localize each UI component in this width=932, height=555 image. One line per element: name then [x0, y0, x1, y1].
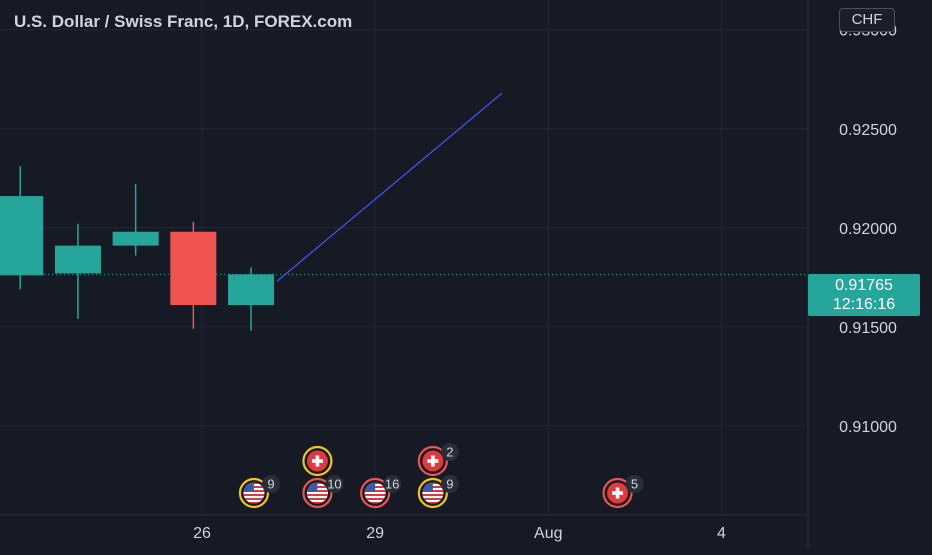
- event-count: 10: [327, 477, 341, 492]
- event-count-badge: [440, 443, 459, 461]
- event-count-badge: [325, 475, 344, 493]
- trend-line[interactable]: [276, 92, 503, 282]
- time-tick-label: 29: [366, 525, 384, 542]
- price-tick-label: 0.92000: [839, 221, 897, 238]
- event-count-badge: [625, 475, 644, 493]
- candle-body: [54, 245, 101, 274]
- us-flag-icon: [243, 482, 265, 504]
- ch-event-marker[interactable]: 5: [602, 475, 644, 509]
- event-count: 2: [446, 445, 453, 460]
- event-count-badge: [261, 475, 280, 493]
- price-tick-label: 0.91500: [839, 320, 897, 337]
- swiss-cross-v: [431, 455, 435, 467]
- us-event-marker[interactable]: 9: [238, 475, 280, 509]
- us-event-marker[interactable]: 16: [360, 475, 402, 509]
- price-tick-label: 0.92500: [839, 122, 897, 139]
- candle-body: [170, 231, 217, 306]
- candle-bullish[interactable]: [228, 267, 275, 331]
- event-count: 9: [446, 477, 453, 492]
- candle-bullish[interactable]: [112, 184, 159, 256]
- us-flag-icon: [306, 482, 328, 504]
- swiss-cross-v: [315, 455, 320, 467]
- bar-countdown: 12:16:16: [832, 296, 896, 313]
- candle-bullish[interactable]: [0, 166, 44, 290]
- us-flag-icon: [422, 482, 444, 504]
- event-count: 16: [385, 477, 399, 492]
- candle-bullish[interactable]: [54, 223, 101, 319]
- currency-badge[interactable]: CHF: [839, 8, 895, 32]
- candle-body: [0, 196, 44, 276]
- candle-body: [228, 274, 275, 306]
- ch-event-marker[interactable]: 2: [417, 443, 459, 477]
- us-flag-icon: [364, 482, 386, 504]
- time-tick-label: Aug: [534, 525, 562, 542]
- ch-event-marker[interactable]: [302, 445, 333, 477]
- event-count: 9: [267, 477, 274, 492]
- price-tick-label: 0.91000: [839, 419, 897, 436]
- candle-bearish[interactable]: [170, 221, 217, 329]
- swiss-cross-v: [615, 487, 620, 499]
- time-tick-label: 26: [193, 525, 211, 542]
- us-event-marker[interactable]: 10: [302, 475, 344, 509]
- event-count: 5: [631, 477, 638, 492]
- us-event-marker[interactable]: 9: [417, 475, 459, 509]
- current-price-value: 0.91765: [835, 277, 893, 294]
- time-tick-label: 4: [717, 525, 726, 542]
- symbol-title[interactable]: U.S. Dollar / Swiss Franc, 1D, FOREX.com: [14, 12, 353, 31]
- event-count-badge: [440, 475, 459, 493]
- event-count-badge: [383, 475, 402, 493]
- candle-body: [112, 231, 159, 246]
- current-price-label: 0.91765 12:16:16: [808, 274, 920, 316]
